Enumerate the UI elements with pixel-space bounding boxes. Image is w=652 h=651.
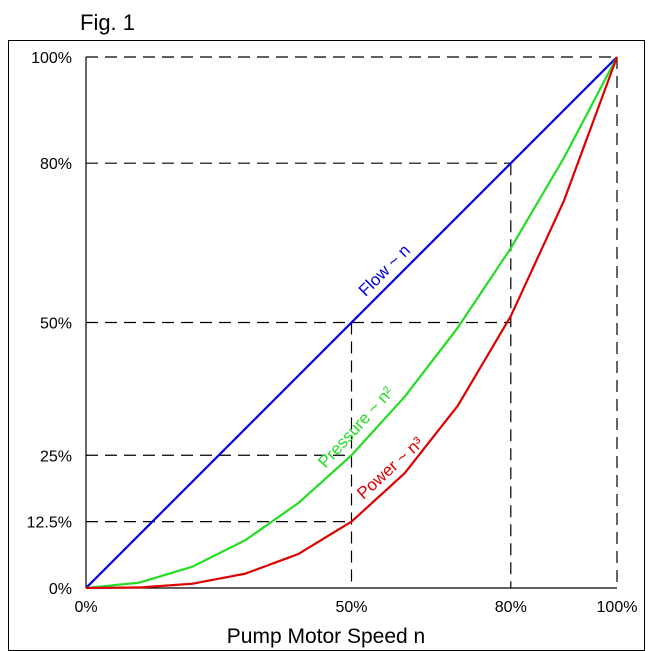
series-line-2	[85, 56, 618, 590]
x-tick-label: 100%	[597, 599, 638, 616]
reference-lines	[86, 56, 618, 588]
chart-frame	[8, 40, 645, 651]
x-tick-label: 0%	[74, 599, 97, 616]
y-tick-label: 100%	[31, 50, 72, 67]
series-label-3: Power ~ n³	[353, 433, 427, 503]
x-tick-label: 50%	[335, 599, 367, 616]
tick-labels: 0% 12.5% 25% 50% 80% 100% 0% 50% 80% 100%	[27, 50, 638, 616]
series-line-1	[85, 56, 618, 589]
x-tick-label: 80%	[495, 599, 527, 616]
series-lines	[85, 56, 619, 590]
y-tick-label: 50%	[40, 316, 72, 333]
y-tick-label: 0%	[49, 581, 72, 598]
series-label-2: Pressure ~ n²	[314, 383, 397, 472]
y-tick-label: 80%	[40, 156, 72, 173]
chart-title: Fig. 1	[80, 10, 135, 35]
series-line-3	[85, 56, 619, 590]
series-label-1: Flow ~ n	[355, 241, 414, 300]
y-tick-label: 25%	[40, 448, 72, 465]
y-tick-label: 12.5%	[27, 515, 72, 532]
x-axis-label: Pump Motor Speed n	[227, 625, 425, 648]
